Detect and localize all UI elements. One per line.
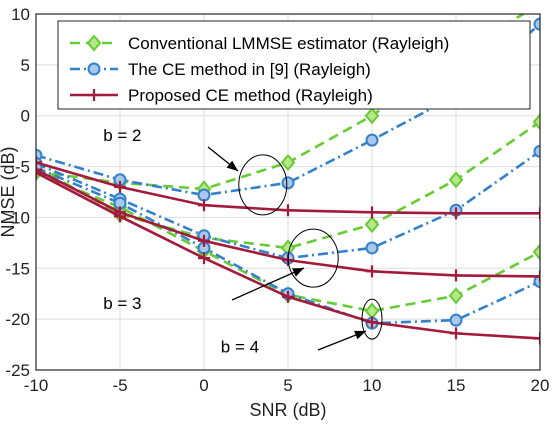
legend-marker-2: [87, 62, 101, 76]
x-tick-label: 5: [283, 376, 292, 395]
annotation-arrow-2: [231, 267, 305, 301]
data-point-s2-g3-6: [533, 275, 540, 289]
x-tick-label: -5: [112, 376, 127, 395]
data-point-s1-g2-5: [448, 171, 464, 189]
data-point-s3-g3-0: [36, 166, 42, 179]
legend-label-2: The CE method in [9] (Rayleigh): [128, 60, 371, 79]
data-point-s3-g3-6: [534, 332, 540, 345]
annotation-arrowhead-1: [226, 160, 238, 171]
data-point-s3-g3-3: [282, 290, 294, 303]
annotation-layer: b = 2 b = 3 b = 4: [103, 126, 383, 357]
data-point-s3-g1-1: [114, 180, 126, 193]
data-point-s3-g1-6: [534, 207, 540, 220]
group-ellipse-3: [361, 298, 383, 340]
x-tick-label: 20: [531, 376, 550, 395]
annotation-arrowhead-2: [292, 268, 304, 277]
y-tick-label: -20: [5, 310, 30, 329]
data-point-s2-g1-6: [533, 17, 540, 31]
y-tick-label: 5: [21, 56, 30, 75]
data-point-s2-g1-2: [197, 188, 211, 202]
data-point-s2-g2-6: [533, 144, 540, 158]
tick-labels: -10 -5 0 5 10 15 20 -25 -20 -15 -10 -5 0 5 10: [5, 5, 549, 395]
legend-label-1: Conventional LMMSE estimator (Rayleigh): [128, 34, 449, 53]
data-point-s1-g3-5: [448, 287, 464, 305]
data-point-s3-g1-3: [282, 204, 294, 217]
y-tick-label: -15: [5, 259, 30, 278]
x-tick-label: -10: [24, 376, 49, 395]
y-axis-label: NMSE (dB): [0, 146, 18, 237]
data-point-s3-g2-5: [450, 269, 462, 282]
y-tick-label: -25: [5, 361, 30, 380]
x-tick-label: 0: [199, 376, 208, 395]
x-axis-label: SNR (dB): [249, 400, 326, 420]
data-point-s2-g1-4: [365, 133, 379, 147]
data-point-s3-g2-6: [534, 270, 540, 283]
legend-marker-3: [88, 89, 100, 101]
data-point-s2-g2-4: [365, 241, 379, 255]
data-point-s3-g3-1: [114, 210, 126, 223]
group-ellipse-2: [287, 228, 339, 288]
legend: Conventional LMMSE estimator (Rayleigh) T…: [57, 20, 531, 110]
data-point-s1-g2-6: [532, 113, 540, 131]
legend-label-3: Proposed CE method (Rayleigh): [128, 86, 373, 105]
data-point-s3-g3-5: [450, 327, 462, 340]
data-point-s3-g1-0: [36, 156, 42, 169]
data-point-s3-g2-0: [36, 163, 42, 176]
data-point-s2-g3-5: [449, 313, 463, 327]
legend-box: [57, 20, 531, 110]
data-point-s3-g2-2: [198, 234, 210, 247]
data-point-s3-g1-5: [450, 207, 462, 220]
annotation-arrowhead-3: [354, 330, 366, 340]
annotation-label-3: b = 4: [221, 338, 259, 357]
group-ellipse-1: [238, 154, 288, 216]
y-tick-label: 10: [11, 5, 30, 24]
data-point-s1-g1-4: [364, 107, 380, 125]
data-point-s3-g1-2: [198, 199, 210, 212]
annotation-label-1: b = 2: [103, 126, 141, 145]
data-point-s1-g2-4: [364, 216, 380, 234]
data-point-s1-g3-6: [532, 243, 540, 261]
data-point-s3-g2-4: [366, 265, 378, 278]
data-point-s1-g1-3: [280, 153, 296, 172]
data-point-s3-g1-4: [366, 206, 378, 219]
axes-box: [35, 13, 541, 371]
y-tick-label: 0: [21, 107, 30, 126]
data-point-s3-g3-2: [198, 252, 210, 265]
y-tick-label: -5: [15, 158, 30, 177]
x-tick-label: 10: [363, 376, 382, 395]
x-tick-label: 15: [447, 376, 466, 395]
legend-marker-1: [86, 34, 102, 52]
data-point-s2-g1-3: [281, 176, 295, 190]
y-tick-label: -10: [5, 208, 30, 227]
data-point-s3-g3-4: [366, 316, 378, 329]
annotation-label-2: b = 3: [103, 294, 141, 313]
